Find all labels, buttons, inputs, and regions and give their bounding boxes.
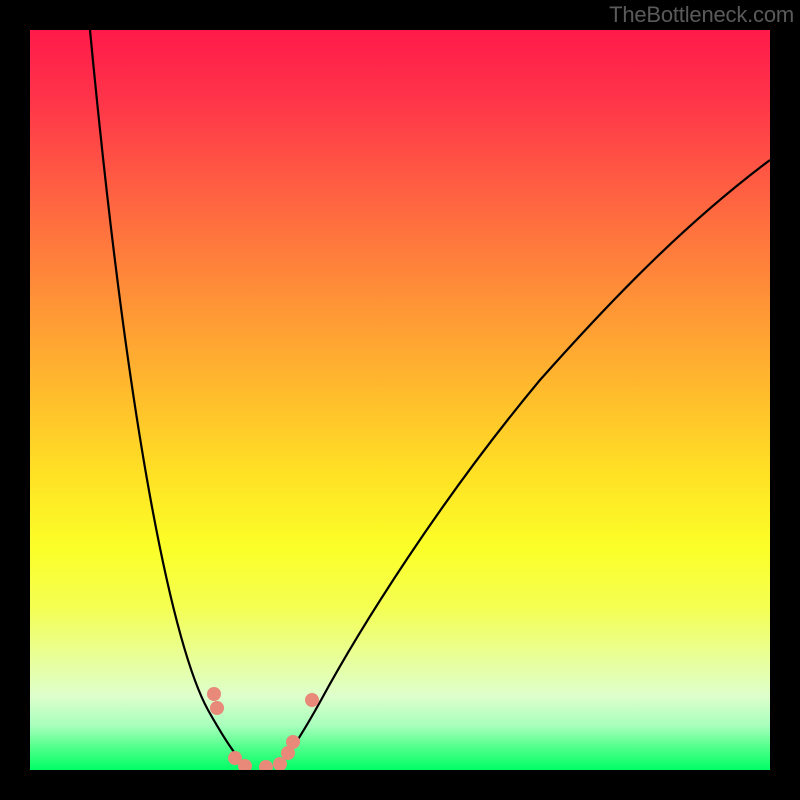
data-marker bbox=[259, 760, 273, 770]
curve-right bbox=[280, 160, 770, 765]
data-marker bbox=[210, 701, 224, 715]
data-marker bbox=[286, 735, 300, 749]
data-marker bbox=[305, 693, 319, 707]
data-marker bbox=[207, 687, 221, 701]
curve-left bbox=[90, 30, 245, 765]
curve-overlay bbox=[30, 30, 770, 770]
watermark-text: TheBottleneck.com bbox=[609, 2, 794, 28]
canvas-root: TheBottleneck.com bbox=[0, 0, 800, 800]
plot-area bbox=[30, 30, 770, 770]
markers-group bbox=[207, 687, 319, 770]
